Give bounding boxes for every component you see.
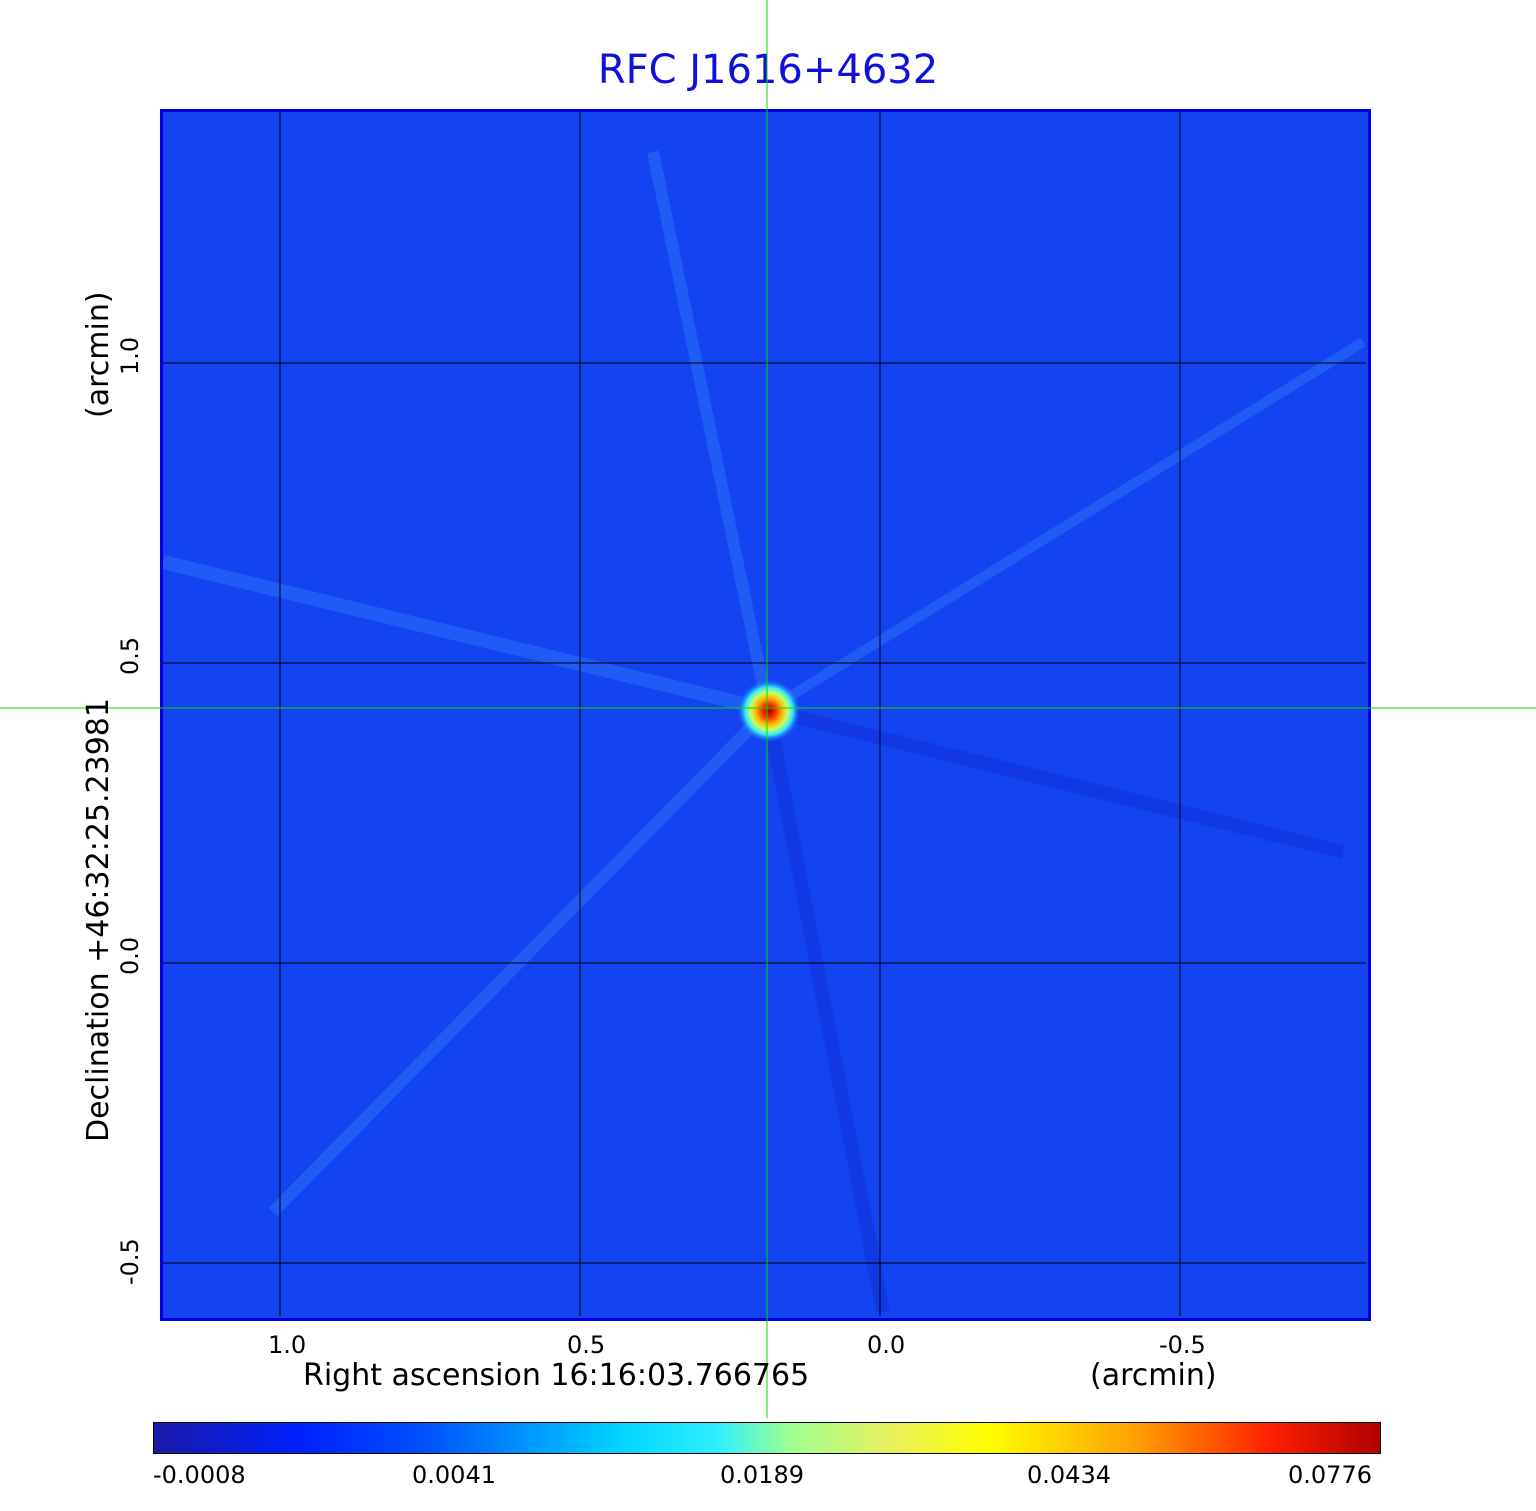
x-tick-label: 0.5	[567, 1331, 606, 1359]
x-tick-label: 0.0	[867, 1331, 906, 1359]
intensity-map	[160, 109, 1371, 1321]
colorbar-tick-label: 0.0041	[412, 1461, 496, 1489]
colorbar-tick-label: 0.0776	[1288, 1461, 1372, 1489]
sidelobe-streaks	[163, 150, 1366, 1314]
x-axis-label: Right ascension 16:16:03.766765	[303, 1358, 810, 1393]
radio-source-blob	[737, 679, 801, 743]
colorbar-tick-label: 0.0434	[1027, 1461, 1111, 1489]
colorbar-tick-label: -0.0008	[153, 1461, 246, 1489]
colorbar	[153, 1422, 1381, 1454]
x-axis-unit: (arcmin)	[1090, 1358, 1217, 1393]
x-tick-label: -0.5	[1159, 1331, 1206, 1359]
plot-title: RFC J1616+4632	[597, 47, 939, 93]
y-axis-unit: (arcmin)	[81, 291, 116, 418]
y-tick-label: 0.0	[116, 936, 144, 975]
y-tick-label: 0.5	[116, 636, 144, 675]
y-tick-label: -0.5	[116, 1238, 144, 1285]
y-axis-label: Declination +46:32:25.23981	[81, 698, 116, 1142]
y-tick-label: 1.0	[116, 336, 144, 375]
x-tick-label: 1.0	[268, 1331, 307, 1359]
map-image	[163, 150, 1366, 1314]
colorbar-tick-label: 0.0189	[720, 1461, 804, 1489]
